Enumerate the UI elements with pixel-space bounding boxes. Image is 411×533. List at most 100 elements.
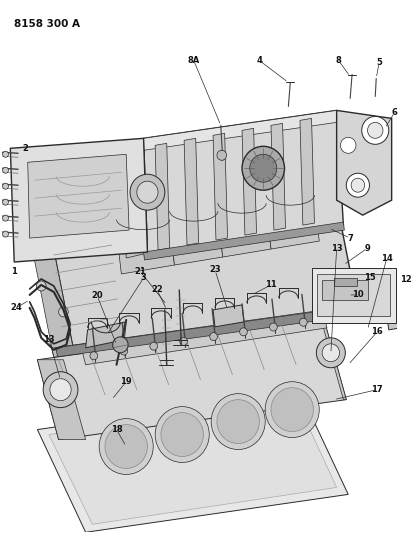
- Polygon shape: [143, 110, 344, 253]
- Polygon shape: [37, 360, 85, 440]
- Polygon shape: [242, 128, 256, 235]
- Polygon shape: [337, 110, 392, 215]
- Polygon shape: [143, 222, 344, 260]
- Text: 9: 9: [365, 244, 370, 253]
- Text: 13: 13: [43, 335, 55, 344]
- Text: 7: 7: [347, 233, 353, 243]
- Circle shape: [271, 387, 314, 432]
- Text: 2: 2: [22, 144, 28, 153]
- Circle shape: [362, 116, 389, 144]
- Circle shape: [155, 407, 209, 463]
- Polygon shape: [155, 143, 170, 250]
- Text: 10: 10: [352, 290, 364, 300]
- Circle shape: [2, 151, 8, 157]
- Bar: [317, 274, 390, 316]
- Circle shape: [377, 306, 385, 314]
- Circle shape: [99, 418, 153, 474]
- Circle shape: [180, 337, 187, 345]
- Polygon shape: [37, 392, 348, 532]
- Text: 11: 11: [265, 280, 277, 289]
- Text: 23: 23: [209, 265, 221, 274]
- Circle shape: [270, 323, 277, 331]
- Circle shape: [2, 231, 8, 237]
- Circle shape: [322, 344, 339, 362]
- Text: 17: 17: [372, 385, 383, 394]
- Polygon shape: [170, 215, 223, 265]
- Text: 18: 18: [111, 425, 122, 434]
- Circle shape: [43, 372, 78, 408]
- Circle shape: [2, 199, 8, 205]
- Polygon shape: [54, 310, 344, 348]
- Circle shape: [37, 281, 46, 291]
- Circle shape: [113, 337, 128, 353]
- Polygon shape: [54, 212, 358, 348]
- Polygon shape: [117, 223, 174, 274]
- Circle shape: [150, 342, 157, 350]
- Polygon shape: [266, 199, 319, 249]
- Polygon shape: [49, 398, 337, 524]
- Polygon shape: [321, 320, 346, 400]
- Circle shape: [90, 352, 98, 360]
- Circle shape: [2, 183, 8, 189]
- Circle shape: [250, 154, 277, 182]
- Circle shape: [265, 382, 319, 438]
- Polygon shape: [213, 305, 244, 327]
- Circle shape: [59, 307, 68, 317]
- Circle shape: [105, 425, 148, 469]
- Circle shape: [137, 181, 158, 203]
- Polygon shape: [300, 118, 314, 225]
- Text: 8: 8: [336, 56, 342, 65]
- Text: 6: 6: [392, 108, 397, 117]
- Circle shape: [240, 328, 247, 336]
- Polygon shape: [56, 308, 345, 357]
- Text: 4: 4: [256, 56, 262, 65]
- Polygon shape: [78, 298, 327, 365]
- Polygon shape: [35, 250, 73, 358]
- Polygon shape: [387, 312, 411, 330]
- Text: 8A: 8A: [188, 56, 200, 65]
- Text: 5: 5: [376, 58, 382, 67]
- Polygon shape: [37, 320, 346, 440]
- Text: 3: 3: [141, 273, 146, 282]
- Circle shape: [2, 215, 8, 221]
- Circle shape: [161, 413, 203, 456]
- Bar: [322, 280, 369, 300]
- Text: 14: 14: [381, 254, 393, 263]
- Circle shape: [2, 167, 8, 173]
- Bar: [312, 268, 397, 323]
- Circle shape: [300, 318, 307, 326]
- Circle shape: [242, 147, 284, 190]
- Circle shape: [340, 138, 356, 154]
- Circle shape: [210, 333, 217, 341]
- Text: 24: 24: [10, 303, 22, 312]
- Text: 12: 12: [400, 276, 411, 285]
- Circle shape: [217, 150, 226, 160]
- Circle shape: [367, 123, 383, 139]
- Circle shape: [351, 178, 365, 192]
- Circle shape: [211, 394, 265, 449]
- Text: 8158 300 A: 8158 300 A: [14, 19, 80, 29]
- Circle shape: [346, 173, 369, 197]
- Circle shape: [120, 347, 128, 355]
- Text: 15: 15: [364, 273, 375, 282]
- Text: 19: 19: [120, 377, 132, 386]
- Polygon shape: [10, 139, 148, 262]
- Polygon shape: [271, 123, 286, 230]
- Circle shape: [316, 338, 345, 368]
- Circle shape: [130, 174, 165, 210]
- Text: 22: 22: [151, 286, 163, 294]
- Polygon shape: [122, 139, 148, 258]
- Polygon shape: [218, 207, 271, 257]
- Polygon shape: [28, 154, 129, 238]
- Circle shape: [315, 306, 323, 314]
- Circle shape: [50, 379, 71, 401]
- Polygon shape: [85, 322, 126, 348]
- Text: 1: 1: [11, 268, 17, 277]
- Text: 16: 16: [371, 327, 383, 336]
- Polygon shape: [143, 110, 337, 150]
- Circle shape: [217, 400, 259, 443]
- Bar: [334, 278, 357, 286]
- Polygon shape: [184, 139, 199, 245]
- Text: 13: 13: [331, 244, 342, 253]
- Polygon shape: [213, 133, 228, 240]
